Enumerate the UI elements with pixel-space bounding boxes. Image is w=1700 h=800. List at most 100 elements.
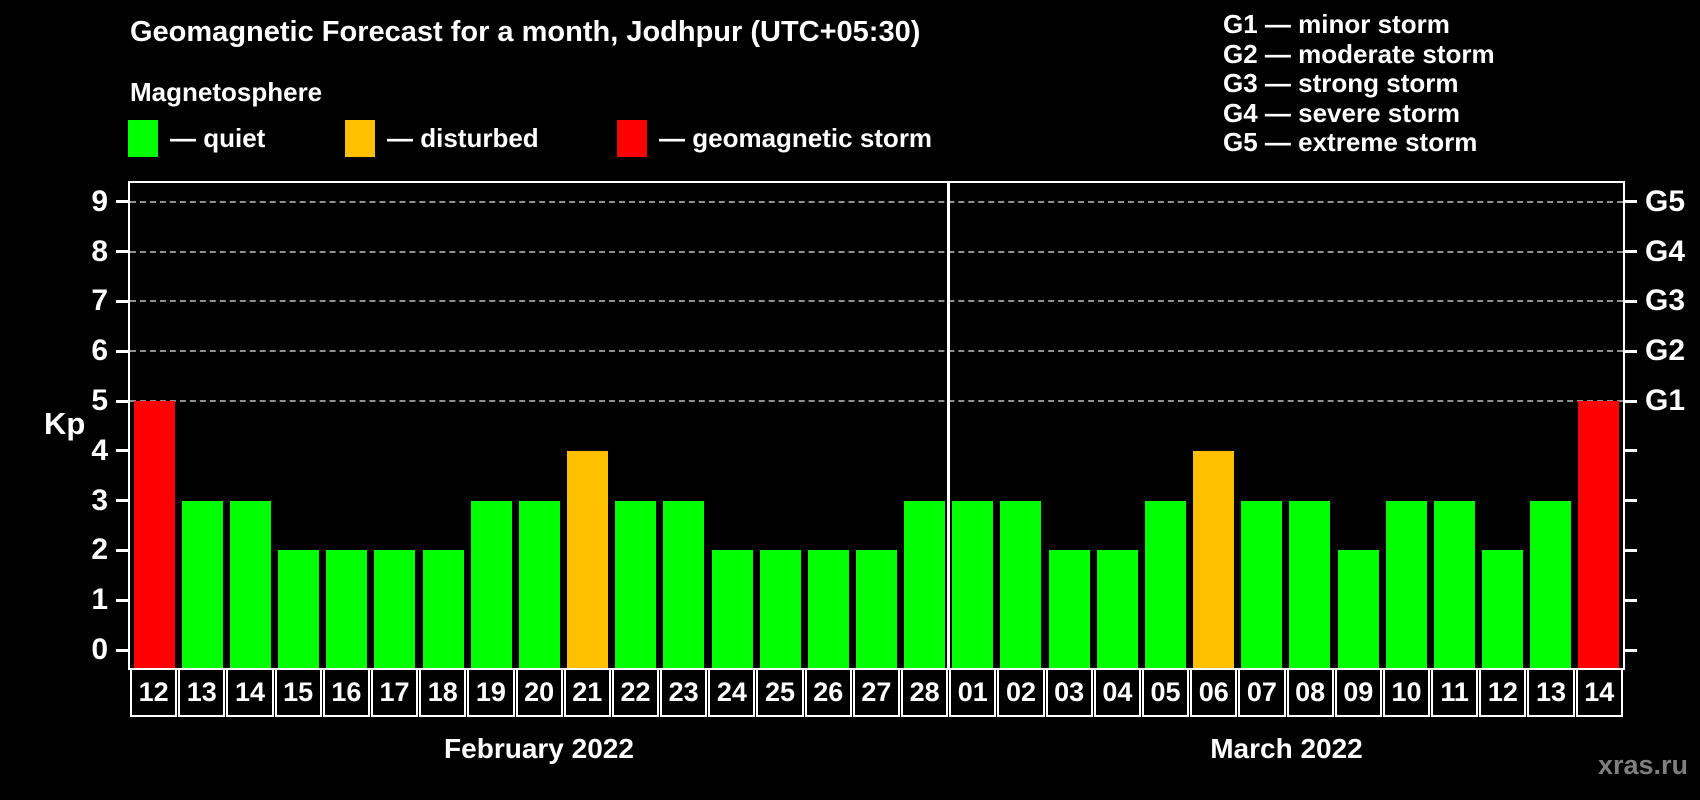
g-scale-g1: G1 — minor storm [1223, 9, 1450, 39]
bar-february-13 [181, 500, 223, 668]
disturbed-color-swatch [345, 119, 375, 157]
day-label-february-25: 25 [756, 668, 804, 717]
day-label-february-12: 12 [130, 668, 178, 717]
day-label-march-03: 03 [1045, 668, 1093, 717]
day-label-march-10: 10 [1382, 668, 1431, 717]
bar-march-05 [1144, 500, 1186, 668]
right-tick-0 [1625, 648, 1637, 652]
right-axis-label-g4: G4 [1645, 234, 1686, 268]
bar-february-16 [326, 550, 368, 668]
legend-label-quiet: — quiet [170, 122, 266, 153]
day-label-february-26: 26 [804, 668, 852, 717]
plot-area [128, 181, 1625, 670]
bar-march-10 [1385, 500, 1427, 668]
y-tick-label-4: 4 [91, 433, 108, 467]
gridline-kp6 [130, 350, 1623, 353]
y-tick-9 [116, 200, 128, 204]
gridline-kp9 [130, 200, 1623, 203]
right-tick-9 [1625, 200, 1637, 204]
legend-item-quiet: — quiet [128, 119, 265, 157]
y-tick-label-9: 9 [91, 184, 108, 218]
right-tick-7 [1625, 299, 1637, 303]
bar-february-17 [374, 550, 416, 668]
gridline-kp5 [130, 400, 1623, 402]
day-label-march-02: 02 [997, 668, 1045, 717]
magnetosphere-label: Magnetosphere [130, 77, 323, 107]
bar-february-24 [711, 550, 753, 668]
day-label-february-22: 22 [611, 668, 660, 717]
day-label-february-18: 18 [419, 668, 467, 717]
bar-march-06 [1193, 450, 1235, 668]
day-label-february-23: 23 [660, 668, 708, 717]
legend-item-storm: — geomagnetic storm [617, 119, 932, 157]
day-label-march-12: 12 [1479, 668, 1527, 717]
y-tick-label-6: 6 [91, 334, 108, 368]
right-tick-2 [1625, 548, 1637, 552]
day-label-march-05: 05 [1141, 668, 1190, 717]
day-label-march-08: 08 [1286, 668, 1334, 717]
y-tick-4 [116, 449, 128, 453]
g-scale-legend: G1 — minor storm G2 — moderate storm G3 — … [1223, 9, 1495, 158]
bar-march-09 [1337, 550, 1379, 668]
chart-title: Geomagnetic Forecast for a month, Jodhpu… [130, 16, 921, 48]
bar-february-20 [518, 500, 560, 668]
y-tick-label-3: 3 [91, 483, 108, 517]
y-tick-8 [116, 250, 128, 254]
right-axis-label-g2: G2 [1645, 334, 1686, 368]
bar-march-02 [1000, 500, 1042, 668]
bar-march-07 [1241, 500, 1283, 668]
day-label-march-07: 07 [1238, 668, 1286, 717]
bar-february-27 [856, 550, 897, 668]
y-tick-label-1: 1 [91, 583, 108, 617]
bar-february-14 [229, 500, 271, 668]
day-label-february-24: 24 [708, 668, 756, 717]
right-tick-1 [1625, 598, 1637, 602]
day-label-february-14: 14 [226, 668, 274, 717]
day-label-march-06: 06 [1190, 668, 1238, 717]
bar-march-11 [1433, 500, 1475, 668]
right-tick-3 [1625, 499, 1637, 503]
y-tick-6 [116, 349, 128, 353]
y-tick-label-7: 7 [91, 284, 108, 318]
bar-march-08 [1289, 500, 1331, 668]
y-tick-3 [116, 499, 128, 503]
day-label-february-27: 27 [852, 668, 900, 717]
month-label-february: February 2022 [444, 733, 634, 764]
right-tick-8 [1625, 250, 1637, 254]
day-label-february-19: 19 [467, 668, 515, 717]
day-label-march-13: 13 [1527, 668, 1575, 717]
bar-february-12 [133, 401, 175, 668]
day-label-march-04: 04 [1093, 668, 1141, 717]
y-tick-label-8: 8 [91, 234, 108, 268]
right-axis-label-g3: G3 [1645, 284, 1686, 318]
day-label-march-11: 11 [1431, 668, 1479, 717]
gridline-kp8 [130, 250, 1623, 253]
y-tick-label-2: 2 [91, 533, 108, 567]
day-label-february-15: 15 [274, 668, 322, 717]
day-label-february-21: 21 [563, 668, 611, 717]
y-tick-0 [116, 648, 128, 652]
day-label-march-01: 01 [949, 668, 997, 717]
bar-march-12 [1482, 550, 1524, 668]
day-label-february-17: 17 [370, 668, 419, 717]
y-tick-label-5: 5 [91, 384, 108, 417]
bar-february-26 [807, 550, 849, 668]
month-label-march: March 2022 [1210, 733, 1363, 764]
g-scale-g4: G4 — severe storm [1223, 97, 1461, 128]
quiet-color-swatch [128, 119, 158, 157]
day-label-february-20: 20 [515, 668, 563, 717]
bar-march-01 [952, 500, 994, 668]
y-axis-title: Kp [44, 406, 86, 441]
day-label-february-16: 16 [322, 668, 370, 717]
y-tick-5 [116, 399, 128, 403]
legend-item-disturbed: — disturbed [345, 119, 539, 157]
bar-march-14 [1578, 401, 1620, 668]
y-tick-7 [116, 299, 128, 303]
g-scale-g2: G2 — moderate storm [1223, 38, 1495, 69]
g-scale-g5: G5 — extreme storm [1223, 127, 1478, 158]
storm-color-swatch [617, 119, 647, 157]
right-tick-5 [1625, 399, 1637, 403]
right-tick-6 [1625, 349, 1637, 353]
day-label-february-13: 13 [178, 668, 226, 717]
